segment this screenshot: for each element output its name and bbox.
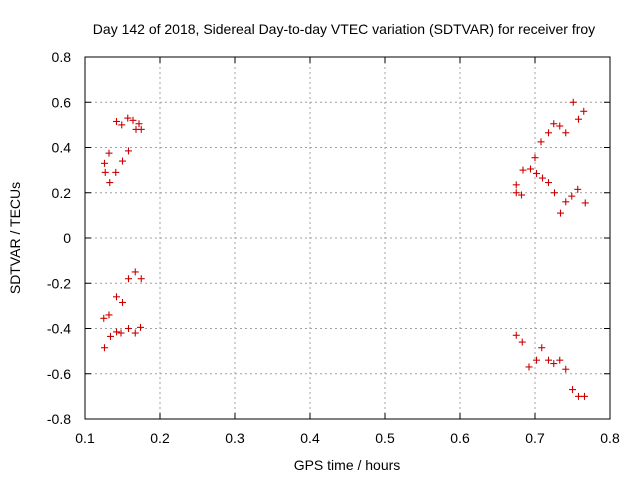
axis-ticks: 0.1 0.2 0.3 0.4 0.5 0.6 0.7 0.8 -0.8 -0.6 -0.4 -0.2…: [47, 49, 620, 446]
x-tick-label: 0.8: [600, 430, 620, 446]
data-point: [545, 356, 552, 364]
data-point: [531, 154, 539, 162]
data-point: [562, 198, 570, 206]
data-point: [131, 268, 139, 276]
data-point: [533, 356, 540, 364]
data-point: [518, 191, 525, 199]
data-point: [137, 275, 145, 283]
data-points: [100, 98, 589, 400]
data-point: [105, 311, 113, 319]
data-point: [129, 116, 137, 124]
data-point: [533, 170, 540, 178]
data-point: [512, 189, 520, 197]
data-point: [580, 107, 588, 115]
y-tick-label: 0: [63, 230, 71, 246]
data-point: [105, 149, 113, 157]
data-point: [112, 168, 120, 176]
data-point: [545, 129, 552, 137]
data-point: [512, 331, 520, 339]
data-point: [113, 328, 120, 336]
data-point: [581, 199, 589, 207]
data-point: [125, 325, 132, 332]
y-tick-label: 0.2: [52, 185, 72, 201]
data-point: [556, 356, 564, 364]
data-point: [562, 129, 570, 137]
data-point: [556, 122, 564, 130]
data-point: [107, 332, 114, 340]
data-point: [569, 386, 576, 394]
data-point: [575, 392, 582, 400]
x-tick-label: 0.2: [150, 430, 170, 446]
y-tick-label: -0.4: [47, 321, 71, 337]
data-point: [113, 117, 120, 125]
data-point: [131, 329, 139, 337]
y-axis-label: SDTVAR / TECUs: [7, 182, 23, 294]
data-point: [575, 115, 582, 123]
x-tick-label: 0.4: [300, 430, 320, 446]
y-tick-label: -0.6: [47, 366, 71, 382]
data-point: [137, 323, 144, 331]
data-point: [119, 298, 126, 306]
data-point: [125, 147, 132, 155]
x-axis-label: GPS time / hours: [294, 457, 401, 473]
data-point: [539, 174, 546, 182]
data-point: [568, 192, 576, 200]
x-tick-label: 0.3: [225, 430, 245, 446]
data-point: [557, 209, 564, 217]
data-point: [106, 179, 114, 187]
y-tick-label: 0.8: [52, 49, 72, 65]
data-point: [550, 120, 558, 128]
y-tick-label: 0.4: [52, 140, 72, 156]
x-tick-label: 0.5: [375, 430, 395, 446]
data-point: [519, 166, 527, 174]
data-point: [125, 275, 132, 283]
y-tick-label: 0.6: [52, 94, 72, 110]
data-point: [119, 157, 126, 165]
grid: [85, 57, 610, 419]
data-point: [569, 98, 577, 106]
chart-title: Day 142 of 2018, Sidereal Day-to-day VTE…: [93, 21, 595, 37]
data-point: [101, 159, 108, 167]
data-point: [562, 365, 570, 373]
x-tick-label: 0.1: [75, 430, 95, 446]
y-tick-label: -0.8: [47, 411, 71, 427]
x-tick-label: 0.7: [525, 430, 545, 446]
data-point: [118, 121, 126, 129]
data-point: [135, 120, 143, 128]
y-tick-label: -0.2: [47, 275, 71, 291]
data-point: [538, 344, 546, 352]
data-point: [117, 329, 125, 337]
data-point: [124, 114, 132, 122]
data-point: [581, 392, 588, 400]
x-tick-label: 0.6: [450, 430, 470, 446]
data-point: [545, 179, 552, 187]
data-point: [100, 314, 108, 322]
data-point: [551, 189, 558, 197]
data-point: [525, 363, 533, 371]
data-point: [537, 138, 545, 146]
data-point: [101, 168, 109, 176]
data-point: [113, 293, 120, 301]
data-point: [101, 344, 108, 352]
data-point: [550, 360, 558, 368]
data-point: [512, 181, 520, 189]
data-point: [527, 165, 534, 173]
data-point: [137, 125, 145, 133]
data-point: [518, 338, 526, 346]
data-point: [574, 185, 582, 193]
